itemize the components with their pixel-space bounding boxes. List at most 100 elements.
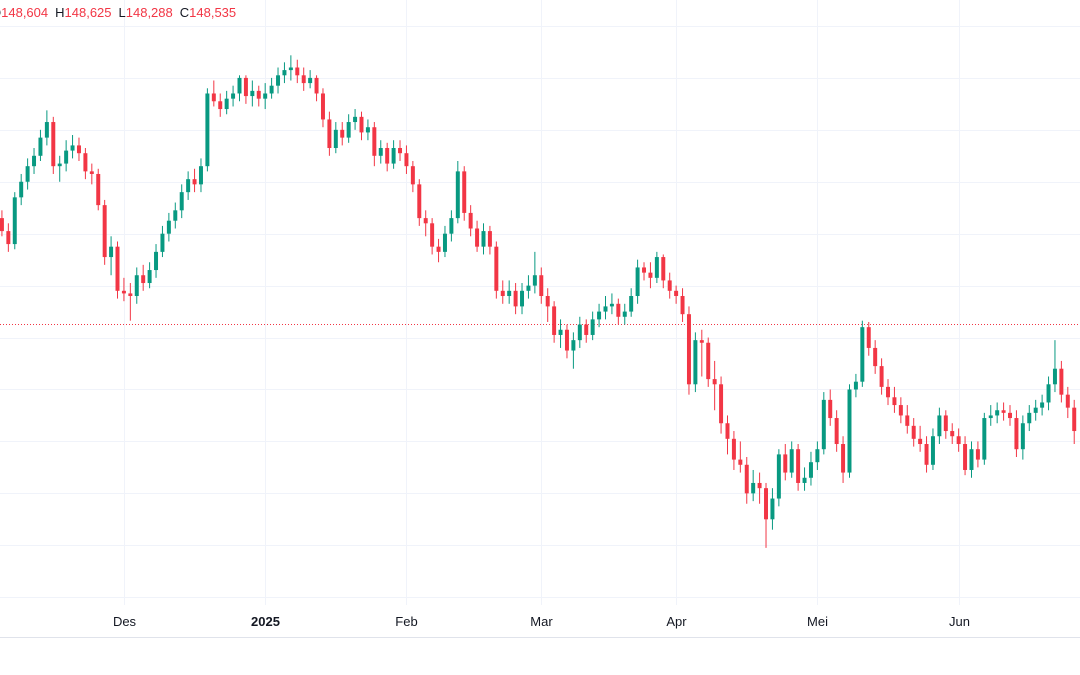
candle-body [1027, 412, 1032, 424]
candle-body [295, 67, 300, 76]
candle-body [879, 366, 884, 387]
candle-body [70, 145, 75, 151]
candle-body [404, 153, 409, 167]
candle-body [269, 85, 274, 94]
candle-body [564, 329, 569, 351]
candle-body [834, 418, 839, 445]
candle-body [808, 462, 813, 478]
candle-body [44, 122, 49, 138]
candle-body [853, 381, 858, 390]
candle-body [500, 290, 505, 297]
candle-body [436, 246, 441, 252]
candle-body [590, 319, 595, 335]
candle-body [89, 171, 94, 174]
candle-body [102, 205, 107, 258]
candle-body [892, 397, 897, 406]
candle-body [526, 285, 531, 291]
candle-body [301, 75, 306, 84]
candle-body [963, 444, 968, 470]
candle-body [507, 290, 512, 297]
candle-body [134, 275, 139, 297]
candle-body [263, 93, 268, 99]
candle-body [873, 347, 878, 367]
candle-body [1059, 368, 1064, 395]
header-value: 148,604 [1, 5, 48, 20]
candle-body [237, 77, 242, 94]
candle-body [898, 405, 903, 416]
candle-body [918, 438, 923, 445]
candle-body [757, 482, 762, 489]
candle-body [635, 267, 640, 297]
candle-body [629, 296, 634, 312]
candle-body [770, 498, 775, 520]
candle-body [276, 75, 281, 86]
candle-body [83, 153, 88, 172]
candle-body [64, 150, 69, 164]
candle-body [699, 340, 704, 343]
candle-body [886, 386, 891, 398]
candle-body [51, 122, 56, 167]
header-value: 148,535 [189, 5, 236, 20]
candle-body [423, 218, 428, 224]
candle-body [995, 410, 1000, 416]
candle-body [982, 418, 987, 460]
candle-body [96, 173, 101, 206]
candle-body [1072, 407, 1077, 432]
candle-body [622, 311, 627, 317]
candle-body [211, 93, 216, 102]
candle-body [391, 148, 396, 164]
candle-body [218, 101, 223, 110]
candle-body [860, 327, 865, 382]
candle-body [353, 116, 358, 123]
candle-body [712, 379, 717, 385]
candle-body [924, 444, 929, 465]
candle-body [802, 477, 807, 483]
candle-body [738, 459, 743, 465]
candle-body [577, 324, 582, 341]
candle-body [943, 415, 948, 432]
candle-body [603, 306, 608, 312]
x-tick-label: Mei [807, 614, 828, 629]
candle-body [969, 449, 974, 470]
candle-body [179, 192, 184, 211]
header-key: O [0, 5, 1, 20]
x-tick-label: Apr [666, 614, 687, 629]
candle-body [1046, 384, 1051, 403]
candle-body [950, 431, 955, 437]
x-tick-label: Jun [949, 614, 970, 629]
candle-body [333, 129, 338, 149]
candle-body [25, 166, 30, 182]
candle-body [815, 449, 820, 463]
candle-body [911, 425, 916, 439]
candle-body [828, 399, 833, 419]
candle-body [410, 166, 415, 185]
candle-body [674, 290, 679, 297]
candle-body [147, 270, 152, 284]
candle-body [449, 218, 454, 234]
candle-body [513, 290, 518, 307]
candle-body [250, 90, 255, 97]
candle-body [154, 251, 159, 271]
candle-body [930, 436, 935, 465]
candle-body [109, 246, 114, 258]
candle-body [680, 296, 685, 315]
candle-body [558, 329, 563, 335]
candle-body [1065, 394, 1070, 408]
candle-body [372, 127, 377, 156]
grid [0, 0, 1080, 605]
ohlc-header: O148,604 H148,625 L148,288 C148,535 [0, 5, 236, 20]
candle-body [231, 93, 236, 99]
candle-body [751, 482, 756, 494]
candle-body [609, 303, 614, 307]
candle-body [462, 171, 467, 213]
candle-body [1040, 402, 1045, 408]
candle-body [314, 77, 319, 94]
candle-body [539, 275, 544, 297]
candles [0, 55, 1077, 548]
header-key: C [180, 5, 189, 20]
candle-body [764, 488, 769, 520]
candle-body [340, 129, 345, 138]
x-tick-label: Feb [395, 614, 417, 629]
